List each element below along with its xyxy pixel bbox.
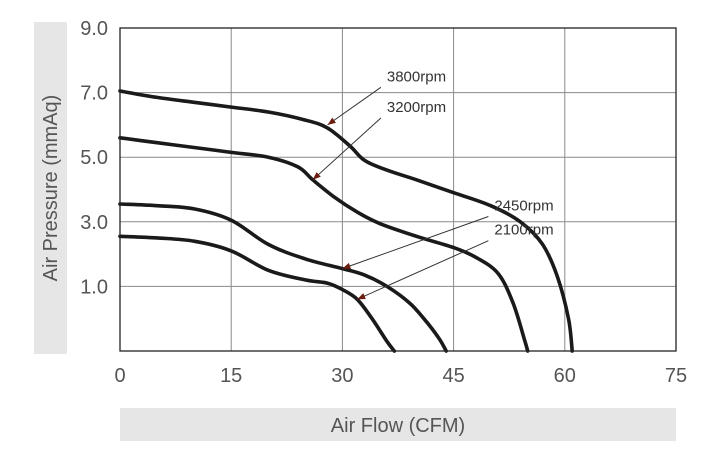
callout-arrow-3800rpm (327, 117, 336, 125)
y-tick-label: 5.0 (80, 147, 108, 169)
callout-arrow-2450rpm (342, 262, 352, 269)
callout-leader-2100rpm (357, 240, 489, 300)
y-tick-label: 3.0 (80, 212, 108, 234)
callout-label-3200rpm: 3200rpm (387, 99, 446, 116)
series-line-2100rpm (118, 234, 397, 353)
series-line-3800rpm (118, 89, 574, 353)
callout-arrow-3200rpm (312, 172, 321, 180)
x-axis-label: Air Flow (CFM) (331, 415, 465, 437)
x-tick-label: 60 (554, 365, 576, 387)
x-tick-label: 15 (220, 365, 242, 387)
callouts: 3800rpm 3200rpm 2450rpm 2100rpm (312, 68, 554, 300)
x-tick-label: 75 (665, 365, 687, 387)
series-line-3200rpm (118, 136, 530, 353)
x-tick-label: 0 (114, 365, 125, 387)
callout-label-2450rpm: 2450rpm (494, 197, 553, 214)
callout-leader-2450rpm (342, 216, 489, 270)
tick-labels: 0 15 30 45 60 75 9.0 7.0 5.0 3.0 1.0 (80, 18, 687, 387)
callout-label-3800rpm: 3800rpm (387, 68, 446, 85)
x-tick-label: 30 (331, 365, 353, 387)
callout-label-2100rpm: 2100rpm (494, 222, 553, 239)
y-tick-label: 9.0 (80, 18, 108, 40)
y-axis-label: Air Pressure (mmAq) (40, 95, 62, 282)
callout-leader-3200rpm (312, 117, 382, 181)
callout-leader-3800rpm (327, 86, 382, 126)
plot-frame (119, 27, 677, 352)
y-tick-label: 1.0 (80, 276, 108, 298)
callout-arrow-2100rpm (357, 293, 366, 300)
x-axis-label-band (120, 408, 676, 441)
x-tick-label: 45 (442, 365, 464, 387)
y-axis-label-band (34, 22, 67, 354)
y-tick-label: 7.0 (80, 83, 108, 105)
